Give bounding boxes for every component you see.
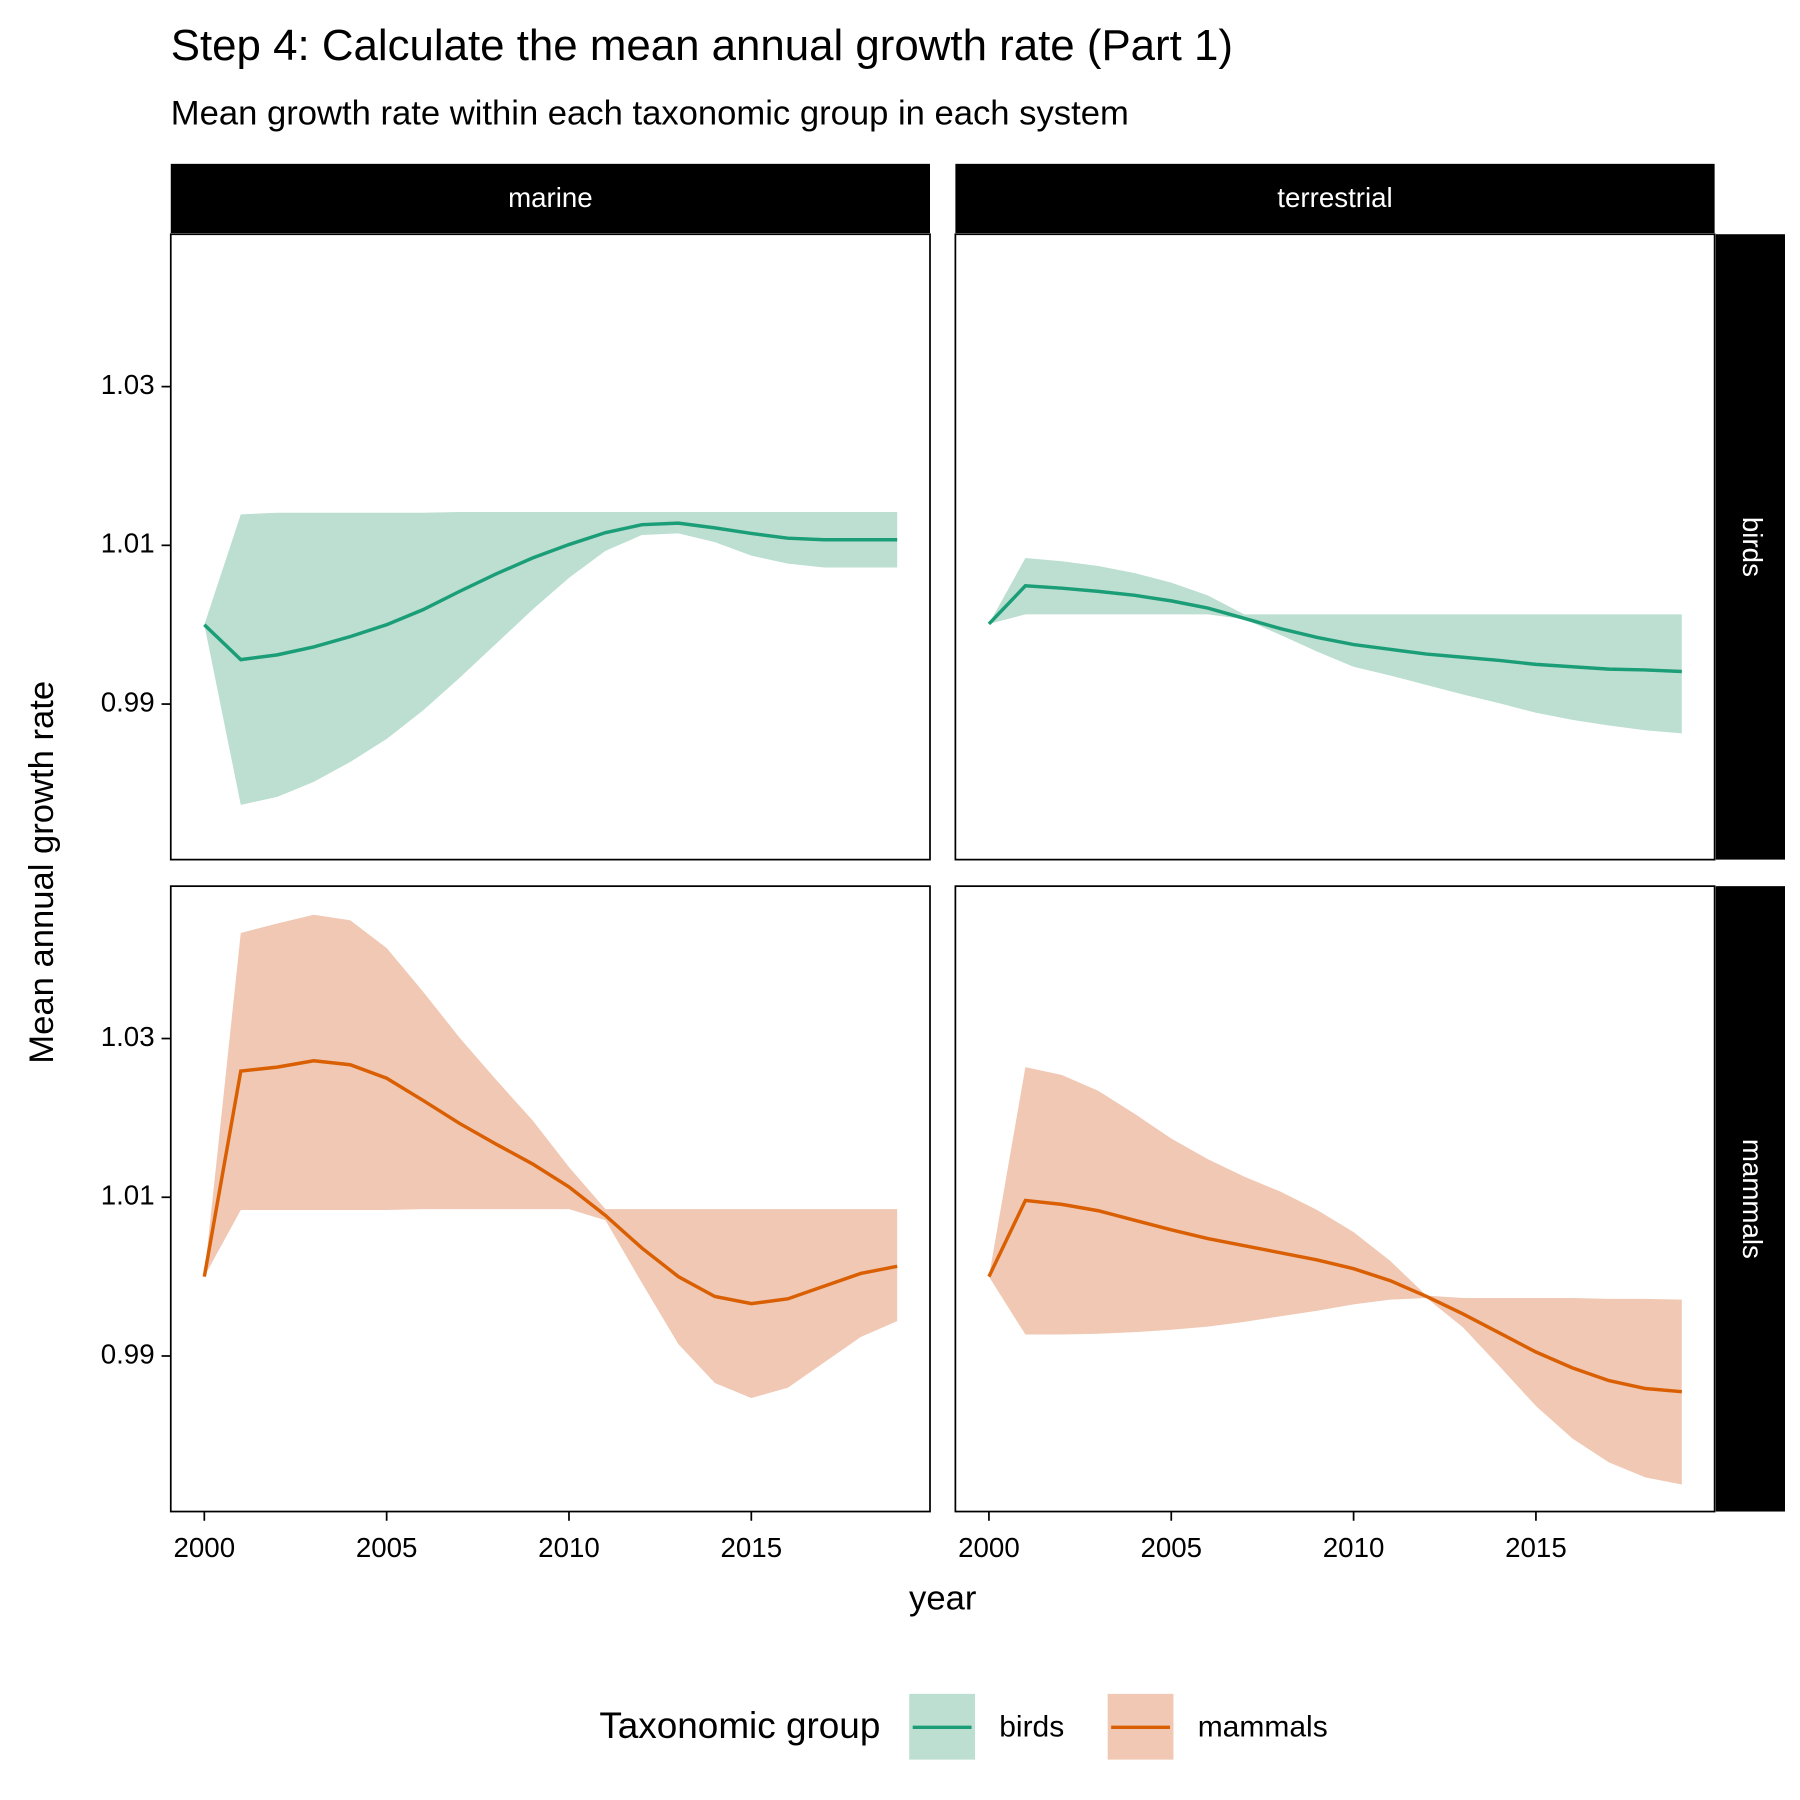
panel-border: [169, 885, 931, 1513]
legend-label: birds: [999, 1710, 1064, 1743]
strip: [1715, 234, 1785, 860]
panel-border: [954, 885, 1716, 1513]
x-tick-label: 2015: [1505, 1532, 1567, 1563]
legend-label: mammals: [1198, 1710, 1328, 1743]
y-tick-label: 1.03: [101, 1021, 155, 1052]
legend-title: Taxonomic group: [599, 1705, 880, 1746]
line: [203, 521, 898, 662]
ribbon: [988, 558, 1682, 734]
x-tick-label: 2000: [958, 1532, 1020, 1563]
x-tick-label: 2005: [1140, 1532, 1202, 1563]
y-tick-label: 1.01: [101, 1180, 155, 1211]
panel-border: [954, 233, 1716, 861]
ribbon: [204, 914, 898, 1399]
strip: [1715, 886, 1785, 1512]
x-tick-label: 2010: [1323, 1532, 1385, 1563]
strip-label: birds: [1737, 517, 1768, 577]
x-axis-title: year: [909, 1580, 976, 1618]
strip: [170, 163, 930, 234]
x-tick-label: 2015: [721, 1532, 783, 1563]
line: [987, 584, 1682, 674]
y-tick-label: 0.99: [101, 686, 155, 717]
y-axis-title: Mean annual growth rate: [23, 681, 61, 1064]
strip-label: marine: [508, 182, 593, 213]
y-tick-label: 1.01: [101, 528, 155, 559]
x-tick-label: 2010: [538, 1532, 600, 1563]
strip-label: mammals: [1737, 1139, 1768, 1259]
chart-subtitle: Mean growth rate within each taxonomic g…: [171, 95, 1129, 133]
y-tick-label: 1.03: [101, 369, 155, 400]
line: [202, 1059, 898, 1306]
line: [987, 1198, 1682, 1394]
strip-label: terrestrial: [1277, 182, 1392, 213]
chart-title: Step 4: Calculate the mean annual growth…: [171, 21, 1233, 70]
panel-border: [169, 233, 931, 861]
ribbon: [988, 1067, 1682, 1485]
ribbon: [204, 512, 898, 805]
strip: [955, 163, 1715, 234]
x-tick-label: 2005: [356, 1532, 418, 1563]
y-tick-label: 0.99: [101, 1338, 155, 1369]
x-tick-label: 2000: [174, 1532, 236, 1563]
